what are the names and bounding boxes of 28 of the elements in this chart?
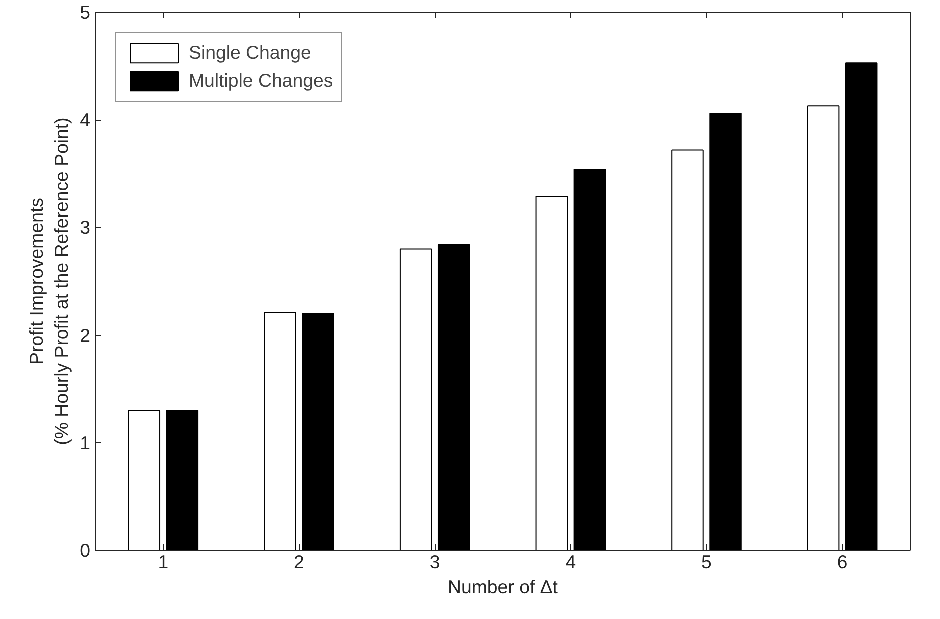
- bar: [807, 106, 840, 550]
- y-axis-title: Profit Improvements (% Hourly Profit at the Reference Point): [26, 118, 72, 446]
- x-tick-label: 5: [702, 552, 712, 572]
- y-tick-label: 1: [80, 432, 91, 454]
- x-axis-title: Number of Δt: [448, 576, 559, 598]
- legend-label: Single Change: [189, 42, 312, 64]
- bar: [302, 313, 334, 550]
- bar: [845, 62, 878, 550]
- bar: [536, 196, 568, 550]
- x-tick-label: 3: [430, 552, 440, 572]
- legend-label: Multiple Changes: [189, 70, 334, 92]
- bar: [400, 248, 432, 550]
- bar: [574, 169, 606, 550]
- x-tick-label: 1: [158, 552, 169, 572]
- y-tick-label: 2: [80, 324, 91, 346]
- bar: [438, 244, 470, 550]
- y-tick-label: 3: [80, 217, 91, 238]
- x-tick-label: 4: [566, 552, 576, 572]
- y-tick-label: 0: [80, 540, 91, 561]
- y-tick-label: 5: [80, 2, 91, 23]
- bar: [672, 150, 704, 550]
- bar: [166, 410, 199, 550]
- bar: [710, 113, 742, 550]
- x-tick-label: 6: [837, 552, 848, 572]
- bar: [128, 410, 161, 550]
- x-tick-label: 2: [294, 552, 304, 572]
- bar: [264, 312, 296, 550]
- y-tick-label: 4: [80, 110, 91, 131]
